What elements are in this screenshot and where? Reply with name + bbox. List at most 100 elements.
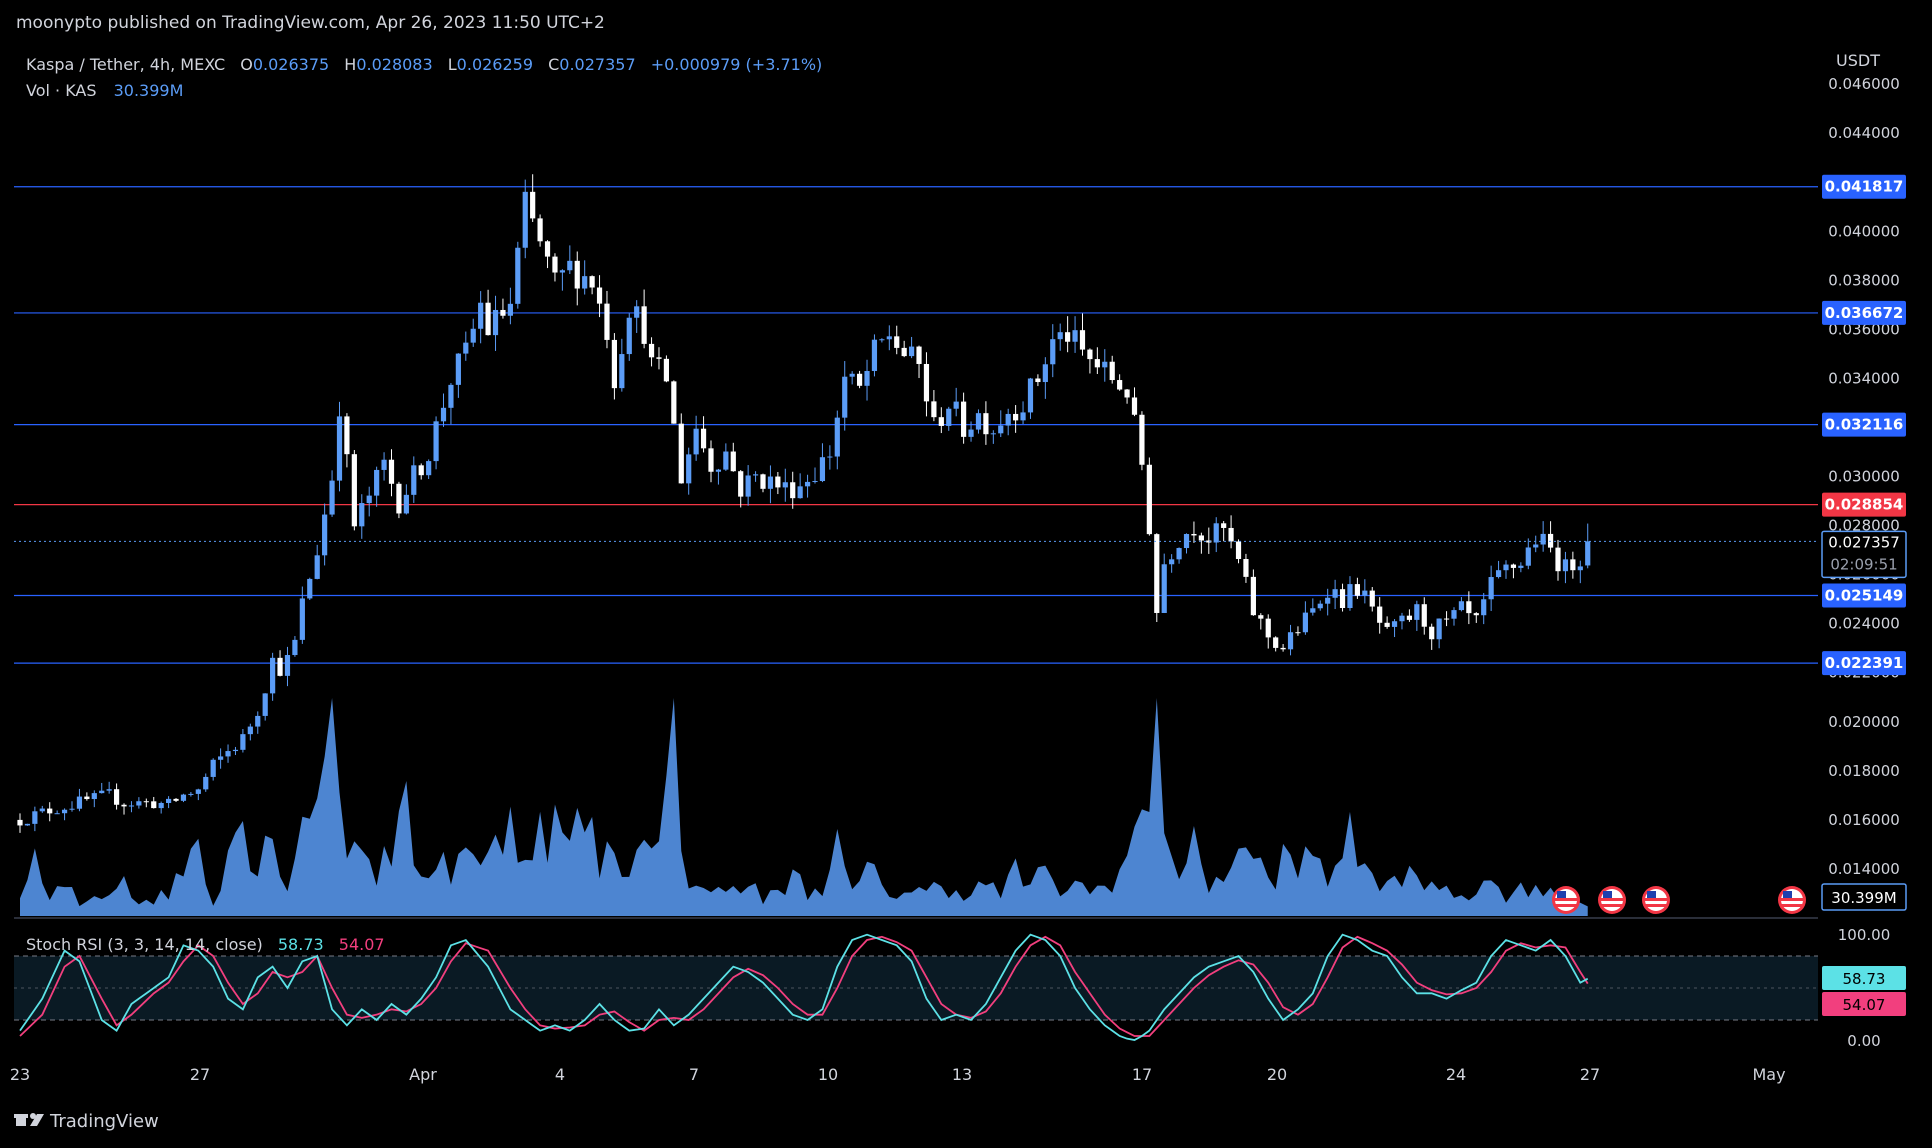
open-label: O: [240, 55, 253, 74]
price-tick: 0.030000: [1828, 468, 1900, 486]
candle-body: [797, 486, 803, 499]
stoch-title: Stoch RSI (3, 3, 14, 14, close): [26, 935, 263, 954]
us-flag-icon[interactable]: [1598, 886, 1626, 914]
candle-body: [54, 813, 60, 815]
candle-body: [381, 459, 387, 470]
candle-body: [158, 803, 164, 809]
candle-body: [1347, 584, 1353, 608]
time-tick: 17: [1132, 1065, 1152, 1084]
candle-body: [975, 413, 982, 430]
candle-body: [210, 759, 216, 777]
candle-body: [589, 276, 595, 288]
candle-body: [1414, 604, 1420, 620]
volume-area: [20, 698, 1588, 916]
us-flag-icon[interactable]: [1552, 886, 1580, 914]
candle-body: [1443, 618, 1450, 620]
candle-body: [1206, 540, 1212, 543]
tradingview-logo[interactable]: TradingView: [14, 1111, 159, 1132]
candle-body: [143, 801, 149, 803]
candle-body: [1391, 621, 1398, 627]
change-value: +0.000979 (+3.71%): [651, 55, 823, 74]
candle-body: [923, 363, 930, 402]
candle-body: [834, 417, 840, 457]
candle-body: [84, 796, 90, 800]
candle-body: [678, 423, 684, 484]
candle-body: [17, 819, 23, 826]
candle-body: [1198, 535, 1204, 541]
candle-body: [322, 514, 328, 556]
candle-body: [715, 469, 722, 472]
time-tick: 20: [1267, 1065, 1287, 1084]
candle-body: [604, 303, 610, 340]
tradingview-logo-icon: [14, 1113, 44, 1126]
symbol-legend: Kaspa / Tether, 4h, MEXC O0.026375 H0.02…: [26, 55, 822, 74]
candle-body: [411, 465, 417, 495]
candle-body: [69, 808, 75, 810]
candle-body: [1102, 361, 1108, 368]
candle-body: [938, 417, 944, 426]
candle-body: [1562, 559, 1569, 572]
stoch-k-badge: [1822, 966, 1906, 990]
candle-body: [530, 191, 536, 219]
level-badge: [1822, 412, 1906, 437]
candle-body: [522, 191, 528, 248]
candle-body: [1406, 615, 1413, 620]
candle-body: [1191, 534, 1197, 536]
candle-body: [1325, 597, 1331, 604]
current-price-box: [1821, 530, 1907, 579]
price-tick: 0.034000: [1828, 369, 1900, 387]
level-badge-value: 0.025149: [1825, 587, 1904, 605]
candle-body: [314, 555, 320, 579]
candle-body: [871, 339, 878, 372]
candle-body: [136, 801, 142, 806]
close-value: 0.027357: [559, 55, 635, 74]
candle-body: [693, 428, 699, 455]
candle-body: [359, 503, 365, 527]
stoch-level-0: 0.00: [1847, 1032, 1880, 1050]
level-badge: [1822, 174, 1906, 199]
candle-body: [32, 811, 38, 824]
candle-body: [1540, 533, 1546, 545]
candle-body: [218, 756, 224, 760]
candle-body: [277, 657, 283, 676]
us-flag-icon[interactable]: [1778, 886, 1806, 914]
candle-body: [463, 342, 469, 354]
candle-body: [819, 457, 826, 482]
candle-body: [1273, 637, 1279, 648]
candle-body: [1035, 378, 1041, 383]
horizontal-levels: [14, 186, 1818, 664]
candle-body: [1161, 564, 1167, 613]
time-tick: May: [1752, 1065, 1785, 1084]
current-price-value: 0.027357: [1828, 533, 1900, 551]
candle-body: [1369, 590, 1375, 607]
currency-label: USDT: [1836, 51, 1880, 70]
candle-body: [663, 358, 670, 382]
candle-body: [485, 302, 491, 336]
candle-body: [240, 734, 246, 750]
candle-body: [849, 373, 855, 377]
candle-body: [775, 476, 781, 488]
candle-body: [418, 465, 424, 476]
candle-body: [374, 469, 380, 496]
candle-body: [203, 776, 209, 790]
candle-body: [574, 260, 580, 289]
candle-body: [440, 407, 447, 422]
candle-body: [76, 796, 83, 809]
high-label: H: [344, 55, 356, 74]
candle-body: [1570, 559, 1576, 571]
bar-countdown: 02:09:51: [1830, 555, 1897, 573]
time-axis[interactable]: 23 27 Apr 4 7 10 13 17 20 24 27 May: [10, 1065, 1786, 1084]
candle-body: [1547, 533, 1554, 548]
volume-label: Vol · KAS: [26, 81, 97, 100]
candle-body: [1087, 349, 1093, 360]
candle-body: [47, 808, 53, 814]
us-flag-icon[interactable]: [1642, 886, 1670, 914]
candle-body: [1169, 559, 1175, 565]
candle-body: [1139, 414, 1145, 465]
candle-body: [946, 408, 952, 426]
economic-event-flags[interactable]: [1552, 886, 1806, 914]
volume-value: 30.399M: [114, 81, 184, 100]
candle-body: [1117, 380, 1123, 390]
candle-body: [1310, 608, 1316, 613]
